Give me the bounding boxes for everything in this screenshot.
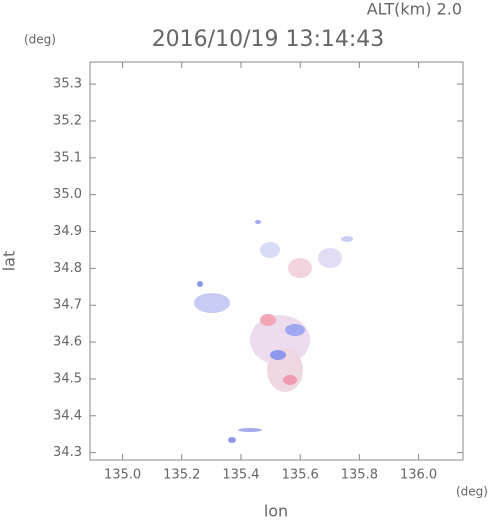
y-tick-label: 34.4 <box>53 408 82 423</box>
plot-frame <box>89 61 464 461</box>
echo-blob <box>270 350 286 360</box>
y-tick-label: 35.2 <box>53 113 82 128</box>
y-tick-label: 34.7 <box>53 298 82 313</box>
y-tick-label: 35.1 <box>53 150 82 165</box>
x-tick-label: 136.0 <box>400 468 437 483</box>
y-tick-label: 35.0 <box>53 187 82 202</box>
x-tick-label: 135.4 <box>222 468 259 483</box>
altitude-label: ALT(km) 2.0 <box>367 0 462 19</box>
echo-blob <box>285 324 305 336</box>
echo-blob <box>318 248 342 268</box>
y-tick-label: 35.3 <box>53 77 82 92</box>
echo-blob <box>341 236 353 242</box>
y-tick-label: 34.5 <box>53 371 82 386</box>
echo-blob <box>283 375 297 385</box>
x-tick-label: 135.6 <box>282 468 319 483</box>
echo-blob <box>255 220 261 224</box>
y-tick-label: 34.9 <box>53 224 82 239</box>
chart-title: 2016/10/19 13:14:43 <box>152 27 385 52</box>
x-tick-label: 135.2 <box>163 468 200 483</box>
x-tick-label: 135.8 <box>341 468 378 483</box>
echo-blob <box>260 314 276 326</box>
y-unit: (deg) <box>24 33 56 47</box>
x-unit: (deg) <box>456 485 488 499</box>
y-tick-label: 34.3 <box>53 445 82 460</box>
x-label: lon <box>264 502 288 521</box>
echo-blob <box>197 281 203 287</box>
x-tick-label: 135.0 <box>104 468 141 483</box>
echo-blobs <box>194 220 353 443</box>
echo-blob <box>238 428 262 432</box>
echo-blob <box>194 293 230 313</box>
echo-blob <box>288 258 312 278</box>
echo-blob <box>260 242 280 258</box>
y-tick-label: 34.8 <box>53 261 82 276</box>
y-label: lat <box>0 251 19 272</box>
y-tick-label: 34.6 <box>53 335 82 350</box>
echo-blob <box>228 437 236 443</box>
